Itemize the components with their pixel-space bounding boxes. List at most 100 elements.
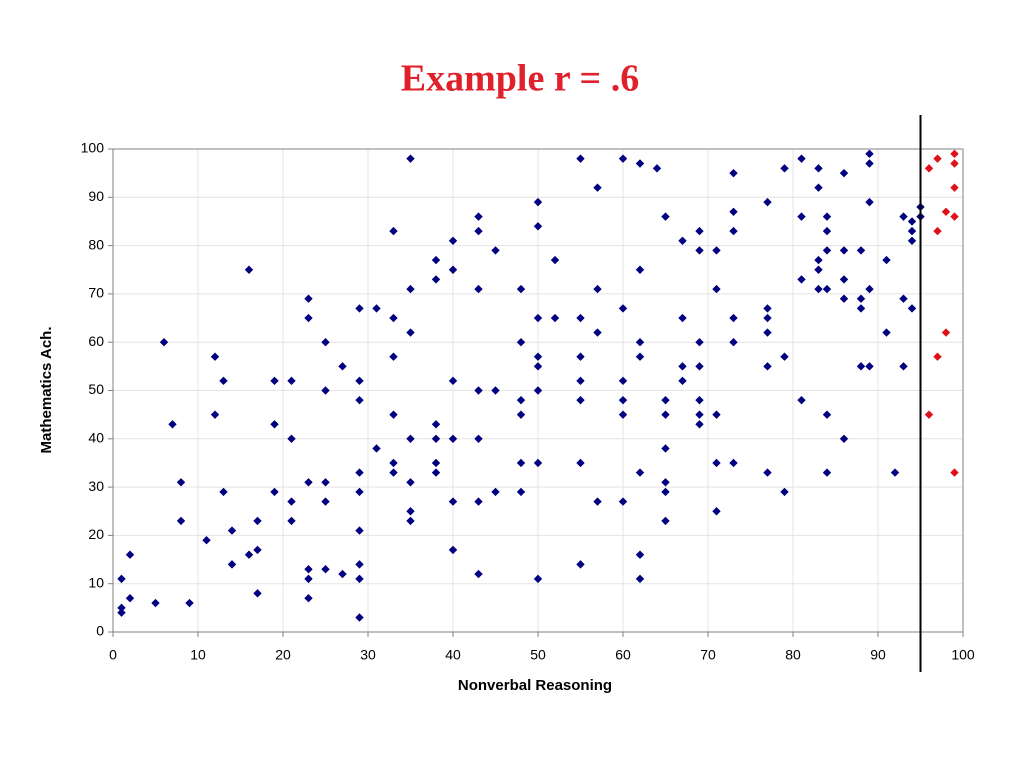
point: [695, 246, 704, 255]
point: [406, 328, 415, 337]
point: [448, 434, 458, 443]
point: [474, 434, 483, 443]
point: [389, 468, 398, 477]
point: [491, 386, 500, 395]
point: [576, 154, 585, 163]
point: [839, 275, 849, 284]
point: [899, 294, 908, 303]
point: [355, 613, 364, 622]
chart-title: Example r = .6: [401, 58, 639, 100]
point: [576, 313, 585, 323]
point: [550, 255, 560, 265]
point: [431, 420, 441, 429]
point: [431, 434, 441, 443]
point: [950, 468, 959, 477]
point: [618, 410, 628, 419]
point: [865, 159, 874, 168]
x-tick-label: 30: [360, 647, 376, 663]
point: [406, 284, 415, 294]
point: [304, 593, 313, 603]
point: [321, 478, 330, 487]
point: [763, 328, 772, 337]
y-tick-label: 0: [96, 623, 104, 639]
point: [287, 497, 296, 506]
point: [355, 468, 364, 477]
point: [474, 386, 483, 395]
point: [695, 395, 704, 405]
point: [712, 410, 721, 419]
point: [661, 478, 670, 487]
point: [287, 434, 296, 443]
point: [304, 313, 313, 323]
point: [533, 222, 543, 231]
point: [117, 603, 126, 613]
point: [712, 284, 721, 294]
point: [839, 168, 849, 178]
point: [822, 410, 832, 419]
point: [695, 420, 704, 429]
point: [219, 487, 228, 497]
point: [950, 212, 959, 221]
point: [899, 362, 908, 371]
x-tick-label: 50: [530, 647, 546, 663]
y-tick-label: 30: [88, 478, 104, 494]
point: [533, 386, 543, 395]
point: [907, 217, 917, 226]
point: [338, 362, 347, 371]
point: [304, 574, 313, 584]
point: [839, 434, 849, 443]
point: [210, 410, 220, 419]
point: [797, 275, 806, 284]
point: [618, 154, 628, 163]
point: [763, 304, 772, 313]
point: [117, 608, 126, 617]
x-tick-label: 60: [615, 647, 631, 663]
point: [695, 226, 704, 236]
point: [406, 478, 415, 487]
point: [635, 159, 645, 168]
point: [593, 284, 602, 294]
point: [865, 362, 874, 371]
point: [304, 565, 313, 574]
point: [635, 574, 645, 584]
point: [406, 507, 415, 516]
point: [227, 560, 237, 569]
point: [593, 497, 602, 506]
point: [516, 487, 526, 497]
point: [389, 226, 398, 236]
point: [533, 458, 543, 468]
point: [474, 226, 483, 236]
point: [253, 589, 262, 598]
x-tick-label: 100: [951, 647, 975, 663]
point: [924, 410, 934, 419]
point: [431, 468, 441, 477]
point: [270, 487, 279, 497]
point: [338, 569, 347, 579]
point: [729, 226, 738, 236]
point: [576, 395, 585, 405]
point: [287, 376, 296, 386]
y-tick-label: 100: [81, 140, 105, 156]
point: [814, 255, 823, 265]
point: [882, 255, 891, 265]
point: [244, 265, 254, 274]
point: [474, 569, 483, 579]
point: [491, 246, 500, 255]
point: [797, 212, 806, 221]
y-tick-label: 60: [88, 333, 104, 349]
y-tick-label: 90: [88, 188, 104, 204]
point: [635, 265, 645, 274]
point: [729, 207, 738, 216]
point: [474, 284, 483, 294]
y-tick-label: 50: [88, 381, 104, 397]
x-tick-label: 80: [785, 647, 801, 663]
point: [907, 226, 917, 236]
point: [933, 352, 942, 361]
point: [797, 395, 806, 405]
point: [865, 149, 874, 159]
point: [814, 164, 823, 173]
point: [712, 458, 721, 468]
point: [865, 284, 874, 294]
